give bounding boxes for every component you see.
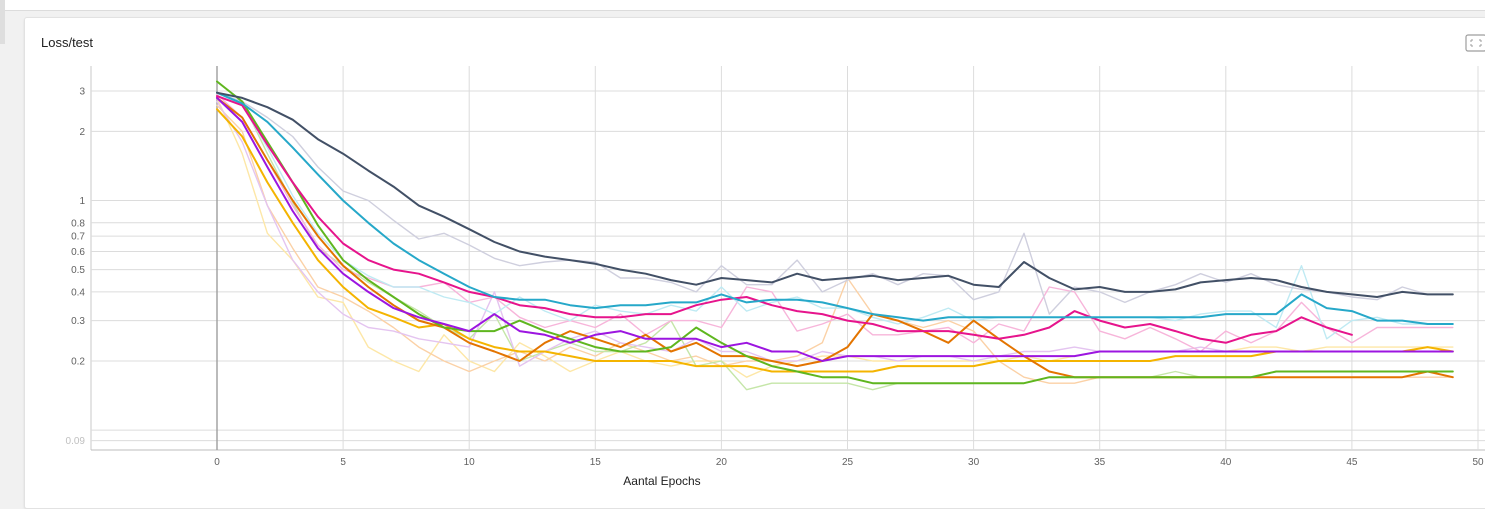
x-tick-label: 0: [214, 457, 220, 468]
x-tick-label: 50: [1472, 457, 1484, 468]
y-tick-label: 2: [79, 127, 85, 138]
x-tick-label: 15: [590, 457, 602, 468]
x-tick-label: 5: [340, 457, 346, 468]
top-toolbar-strip: [0, 0, 1485, 11]
y-tick-label: 0.2: [71, 357, 85, 368]
x-axis-title: Aantal Epochs: [623, 474, 700, 488]
y-tick-label: 0.7: [71, 232, 85, 243]
series-line-2: [216, 104, 1454, 384]
series-line-13: [216, 91, 1454, 325]
series-line-11: [216, 96, 1454, 362]
y-tick-label: 0.5: [71, 265, 85, 276]
chart-card: Loss/test: [24, 17, 1485, 509]
series-line-4: [216, 100, 1454, 367]
y-tick-label: 0.09: [66, 436, 86, 447]
series-line-8: [216, 108, 1454, 373]
left-sidebar-edge: [0, 0, 5, 44]
x-tick-label: 35: [1094, 457, 1106, 468]
y-tick-label: 0.6: [71, 247, 85, 258]
y-tick-label: 1: [79, 196, 85, 207]
series-line-14: [216, 91, 1454, 298]
fit-domain-icon: [1465, 34, 1485, 52]
series-line-1: [216, 97, 1454, 378]
y-tick-label: 0.8: [71, 218, 85, 229]
y-tick-label: 0.4: [71, 287, 85, 298]
y-tick-label: 3: [79, 87, 85, 98]
series-line-7: [216, 91, 1454, 315]
series-line-10: [216, 80, 1454, 385]
x-tick-label: 20: [716, 457, 728, 468]
x-tick-label: 45: [1346, 457, 1358, 468]
x-tick-label: 30: [968, 457, 980, 468]
x-tick-label: 40: [1220, 457, 1232, 468]
x-tick-label: 10: [464, 457, 476, 468]
x-tick-label: 25: [842, 457, 854, 468]
y-tick-label: 0.3: [71, 316, 85, 327]
series-line-5: [216, 93, 1454, 353]
fit-domain-button[interactable]: [1465, 34, 1485, 52]
series-line-12: [216, 95, 1353, 344]
chart-title: Loss/test: [41, 35, 94, 50]
series-line-6: [216, 91, 1454, 340]
